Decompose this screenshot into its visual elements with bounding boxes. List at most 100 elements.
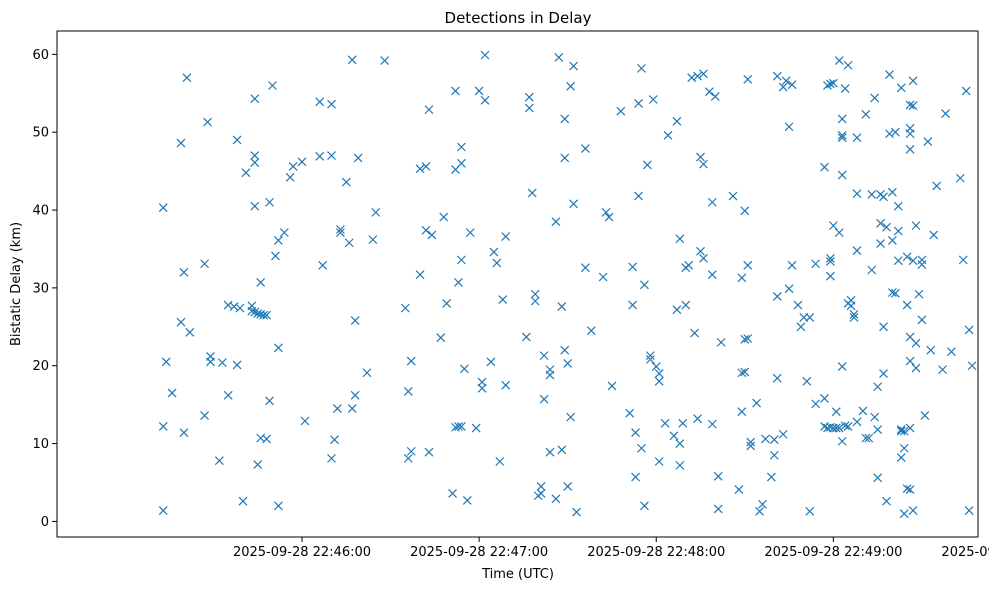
data-point [852,417,862,427]
data-point [640,501,649,511]
data-point [840,421,850,431]
data-point [802,376,812,386]
data-point [560,114,570,124]
data-point [566,412,576,422]
data-point [350,316,360,326]
data-point [938,365,948,375]
data-point [628,300,638,310]
data-point [893,256,903,266]
data-point [660,418,670,428]
data-point [645,355,655,364]
data-point [879,369,888,378]
data-point [917,315,927,325]
data-point [185,327,195,337]
data-point [923,137,933,146]
data-point [424,105,434,115]
data-point [911,338,921,348]
data-point [344,238,354,248]
data-point [560,153,570,163]
data-point [684,260,694,270]
data-point [415,270,425,280]
data-point [273,501,283,511]
data-point [454,422,463,431]
data-point [436,333,446,343]
data-point [335,225,345,234]
data-point [268,81,277,90]
data-point [704,87,714,97]
data-point [645,351,655,361]
data-point [634,98,643,108]
data-point [837,130,847,140]
data-point [870,412,880,422]
data-point [831,407,841,417]
data-point [911,363,921,373]
data-point [501,232,511,241]
data-point [524,103,534,113]
data-point [672,305,682,315]
data-point [772,71,782,81]
data-point [805,506,815,516]
data-point [371,207,381,217]
data-point [675,234,685,244]
data-point [642,160,652,170]
y-tick-label: 50 [32,126,49,141]
data-point [893,201,903,211]
data-point [253,309,263,319]
data-point [415,164,425,174]
data-point [161,357,171,367]
y-axis-label: Bistatic Delay (km) [9,222,24,346]
data-point [300,416,310,426]
data-point [486,357,496,367]
data-point [825,257,835,266]
data-point [262,434,272,444]
data-point [406,356,416,366]
data-point [902,484,912,494]
data-point [265,396,274,406]
data-point [861,109,871,119]
x-tick-label: 2025-09-28 22:48:00 [587,545,725,560]
data-point [947,347,956,357]
data-point [858,406,868,416]
data-point [501,380,511,390]
data-point [778,82,788,92]
chart-title: Detections in Delay [445,9,592,27]
data-point [580,263,590,273]
data-point [882,496,891,506]
data-point [846,301,856,311]
x-tick-label: 2025-09-28 22:46:00 [233,545,371,560]
data-point [899,443,909,453]
data-point [480,50,490,60]
data-point [217,358,227,368]
data-point [873,425,883,434]
data-point [654,376,664,386]
data-point [424,447,434,457]
data-point [654,457,664,466]
x-tick-label: 2025-09-28 22:49:00 [764,545,902,560]
data-point [958,255,968,265]
data-point [887,187,897,197]
data-point [625,408,635,418]
data-point [285,172,295,182]
data-point [887,235,897,245]
data-point [873,473,883,483]
data-point [250,201,260,211]
data-point [784,284,794,294]
data-point [557,302,567,311]
data-point [766,472,776,482]
data-point [200,411,210,420]
data-point [743,74,753,84]
data-point [604,212,614,222]
data-point [167,388,177,398]
data-point [179,267,189,277]
data-point [734,485,744,494]
data-point [713,504,723,514]
data-point [890,288,900,298]
data-point [761,434,770,444]
data-point [746,437,756,447]
data-point [403,387,413,396]
data-point [238,496,248,506]
data-point [232,135,242,145]
x-tick-label: 2025-09-28 22:50:00 [941,545,989,560]
